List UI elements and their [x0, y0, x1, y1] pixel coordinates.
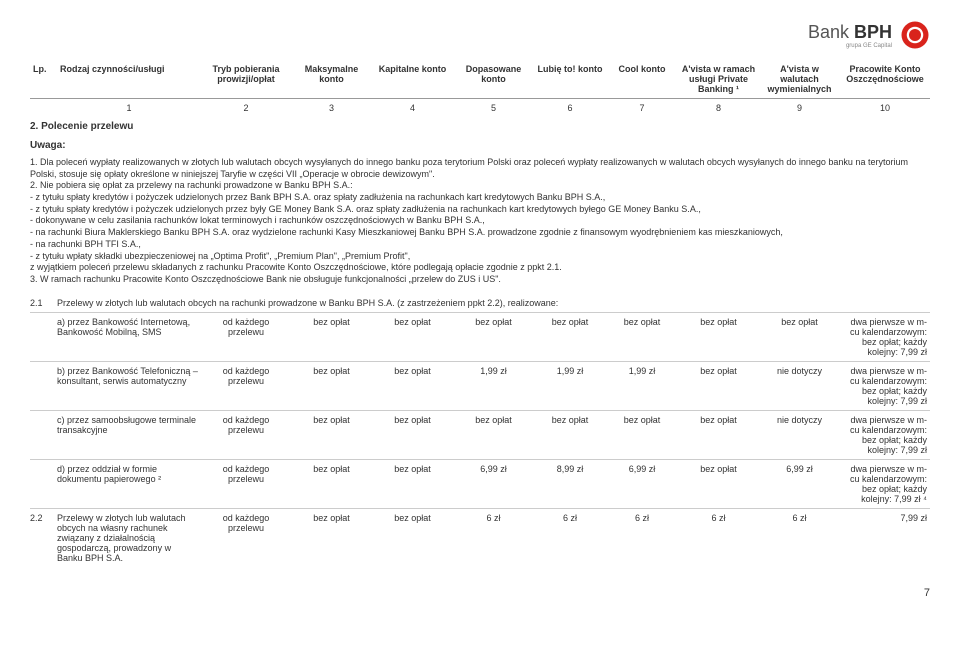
cell: 8,99 zł	[534, 459, 606, 508]
row-desc: a) przez Bankowość Internetową, Bankowoś…	[57, 312, 201, 361]
bank-logo: Bank BPH grupa GE Capital	[808, 20, 930, 50]
cell: bez opłat	[291, 312, 372, 361]
col-maks: Maksymalne konto	[291, 60, 372, 99]
note-line: - z tytułu wpłaty składki ubezpieczeniow…	[30, 251, 930, 263]
section-title: 2. Polecenie przelewu	[30, 117, 930, 136]
cell: bez opłat	[372, 410, 453, 459]
cell: bez opłat	[453, 312, 534, 361]
cell-tryb: od każdego przelewu	[201, 508, 291, 567]
col-cool: Cool konto	[606, 60, 678, 99]
note-line: - z tytułu spłaty kredytów i pożyczek ud…	[30, 204, 930, 216]
cell: bez opłat	[534, 410, 606, 459]
row-desc: d) przez oddział w formie dokumentu papi…	[57, 459, 201, 508]
cell: 6 zł	[534, 508, 606, 567]
table-row: c) przez samoobsługowe terminale transak…	[30, 410, 930, 459]
col-lubie: Lubię to! konto	[534, 60, 606, 99]
row-num: 2.2	[30, 508, 57, 567]
cell: nie dotyczy	[759, 361, 840, 410]
page-header: Bank BPH grupa GE Capital	[30, 20, 930, 50]
cell: bez opłat	[372, 361, 453, 410]
col-rodzaj: Rodzaj czynności/usługi	[57, 60, 201, 99]
cell: bez opłat	[678, 459, 759, 508]
note-line: 1. Dla poleceń wypłaty realizowanych w z…	[30, 157, 930, 180]
cell-tryb: od każdego przelewu	[201, 459, 291, 508]
logo-text: Bank BPH grupa GE Capital	[808, 22, 892, 49]
cell: dwa pierwsze w m-cu kalendarzowym: bez o…	[840, 410, 930, 459]
ge-capital-icon	[900, 20, 930, 50]
cell: bez opłat	[372, 312, 453, 361]
col-pracowite: Pracowite Konto Oszczędnościowe	[840, 60, 930, 99]
cell: bez opłat	[534, 312, 606, 361]
cell: bez opłat	[291, 410, 372, 459]
table-row: 2.1 Przelewy w złotych lub walutach obcy…	[30, 294, 930, 313]
cell: bez opłat	[678, 361, 759, 410]
cell-tryb: od każdego przelewu	[201, 410, 291, 459]
cell: 1,99 zł	[606, 361, 678, 410]
cell: 6,99 zł	[453, 459, 534, 508]
cell: nie dotyczy	[759, 410, 840, 459]
table-row: a) przez Bankowość Internetową, Bankowoś…	[30, 312, 930, 361]
col-avista-wal: A'vista w walutach wymienialnych	[759, 60, 840, 99]
row-desc: b) przez Bankowość Telefoniczną – konsul…	[57, 361, 201, 410]
cell: 6 zł	[678, 508, 759, 567]
cell: 6 zł	[606, 508, 678, 567]
cell: bez opłat	[291, 361, 372, 410]
cell: bez opłat	[372, 459, 453, 508]
cell: dwa pierwsze w m-cu kalendarzowym: bez o…	[840, 361, 930, 410]
note-line: z wyjątkiem poleceń przelewu składanych …	[30, 262, 930, 274]
header-row: Lp. Rodzaj czynności/usługi Tryb pobiera…	[30, 60, 930, 99]
number-row: 1 2 3 4 5 6 7 8 9 10	[30, 99, 930, 118]
row-desc: Przelewy w złotych lub walutach obcych n…	[57, 294, 930, 313]
cell: bez opłat	[606, 312, 678, 361]
note-line: 3. W ramach rachunku Pracowite Konto Osz…	[30, 274, 930, 286]
cell: 6 zł	[453, 508, 534, 567]
cell: bez opłat	[372, 508, 453, 567]
note-line: - dokonywane w celu zasilania rachunków …	[30, 215, 930, 227]
table-row: 2.2 Przelewy w złotych lub walutach obcy…	[30, 508, 930, 567]
cell: dwa pierwsze w m-cu kalendarzowym: bez o…	[840, 459, 930, 508]
cell: bez opłat	[291, 508, 372, 567]
page-number: 7	[30, 587, 930, 599]
notes-block: 1. Dla poleceń wypłaty realizowanych w z…	[30, 157, 930, 286]
cell: 6,99 zł	[759, 459, 840, 508]
note-line: 2. Nie pobiera się opłat za przelewy na …	[30, 180, 930, 192]
note-line: - na rachunki BPH TFI S.A.,	[30, 239, 930, 251]
tariff-table: Lp. Rodzaj czynności/usługi Tryb pobiera…	[30, 60, 930, 567]
cell: dwa pierwsze w m-cu kalendarzowym: bez o…	[840, 312, 930, 361]
table-row: d) przez oddział w formie dokumentu papi…	[30, 459, 930, 508]
note-line: - na rachunki Biura Maklerskiego Banku B…	[30, 227, 930, 239]
table-row: b) przez Bankowość Telefoniczną – konsul…	[30, 361, 930, 410]
cell: 6,99 zł	[606, 459, 678, 508]
note-line: - z tytułu spłaty kredytów i pożyczek ud…	[30, 192, 930, 204]
cell: 6 zł	[759, 508, 840, 567]
col-tryb: Tryb pobierania prowizji/opłat	[201, 60, 291, 99]
col-avista-pb: A'vista w ramach usługi Private Banking …	[678, 60, 759, 99]
cell: bez opłat	[453, 410, 534, 459]
cell: 1,99 zł	[534, 361, 606, 410]
cell: bez opłat	[678, 312, 759, 361]
row-desc: Przelewy w złotych lub walutach obcych n…	[57, 508, 201, 567]
cell: 7,99 zł	[840, 508, 930, 567]
cell: bez opłat	[291, 459, 372, 508]
cell: 1,99 zł	[453, 361, 534, 410]
cell: bez opłat	[759, 312, 840, 361]
col-kapit: Kapitalne konto	[372, 60, 453, 99]
cell: bez opłat	[678, 410, 759, 459]
row-num: 2.1	[30, 294, 57, 313]
cell: bez opłat	[606, 410, 678, 459]
uwaga-label: Uwaga:	[30, 136, 930, 155]
cell-tryb: od każdego przelewu	[201, 312, 291, 361]
cell-tryb: od każdego przelewu	[201, 361, 291, 410]
col-lp: Lp.	[30, 60, 57, 99]
col-dopas: Dopasowane konto	[453, 60, 534, 99]
row-desc: c) przez samoobsługowe terminale transak…	[57, 410, 201, 459]
